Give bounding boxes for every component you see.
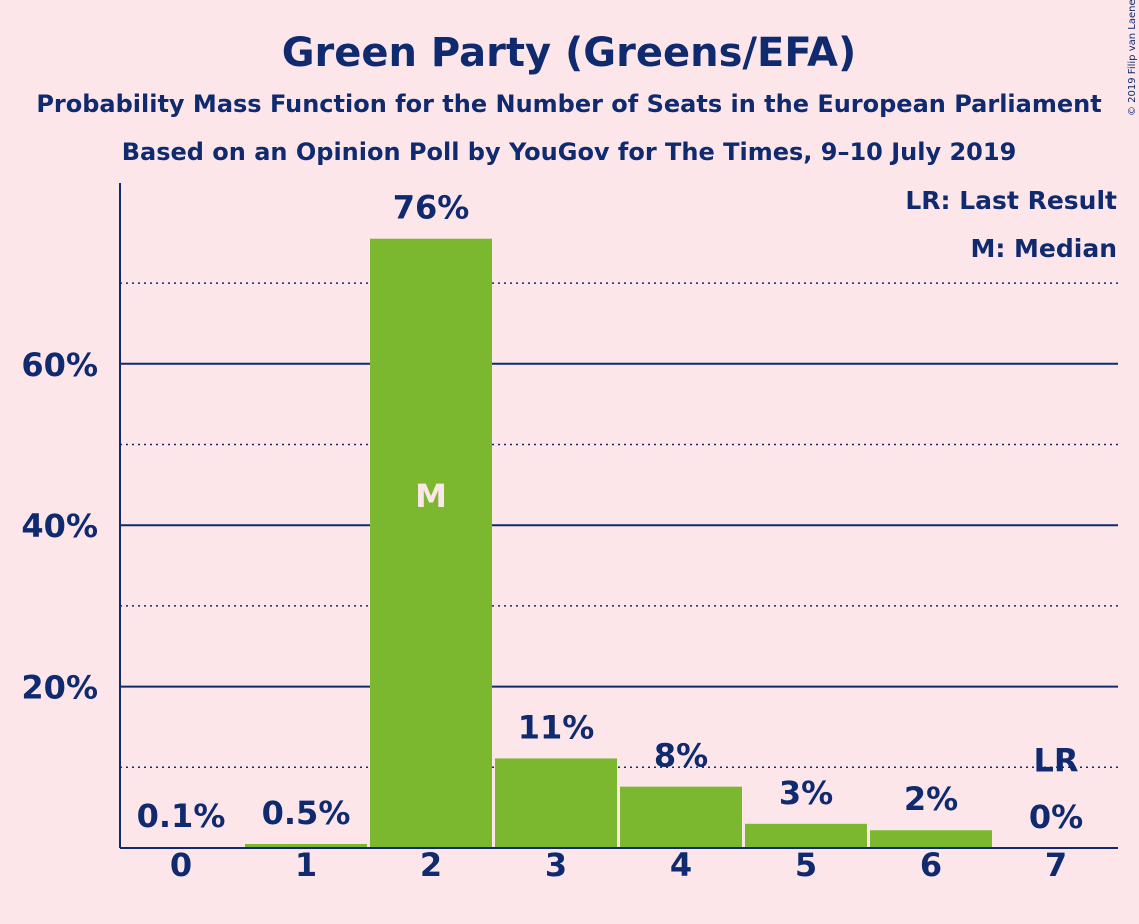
y-tick-label: 40% <box>21 507 98 545</box>
y-tick-label: 60% <box>21 346 98 384</box>
copyright-text: © 2019 Filip van Laenen <box>1127 0 1138 116</box>
x-tick-label: 6 <box>920 846 942 884</box>
x-tick-label: 3 <box>545 846 567 884</box>
data-label: 0.5% <box>262 794 351 832</box>
chart-subtitle: Probability Mass Function for the Number… <box>36 90 1101 118</box>
last-result-marker: LR <box>1033 741 1078 779</box>
bar <box>370 238 492 849</box>
chart-title: Green Party (Greens/EFA) <box>282 30 857 76</box>
y-tick-label: 20% <box>21 669 98 707</box>
bar <box>495 758 617 848</box>
data-label: 8% <box>654 737 708 775</box>
chart-subtitle-source: Based on an Opinion Poll by YouGov for T… <box>122 138 1017 166</box>
bar <box>620 786 742 848</box>
bar <box>870 830 992 848</box>
x-tick-label: 4 <box>670 846 692 884</box>
data-label: 2% <box>904 780 958 818</box>
legend-last-result: LR: Last Result <box>905 186 1117 215</box>
bar <box>245 843 367 848</box>
data-label: 0% <box>1029 798 1083 836</box>
x-tick-label: 0 <box>170 846 192 884</box>
x-tick-label: 5 <box>795 846 817 884</box>
x-tick-label: 1 <box>295 846 317 884</box>
median-marker: M <box>415 477 447 515</box>
legend-median: M: Median <box>970 234 1117 263</box>
x-tick-label: 7 <box>1045 846 1067 884</box>
bar <box>745 823 867 848</box>
x-tick-label: 2 <box>420 846 442 884</box>
data-label: 0.1% <box>137 797 226 835</box>
data-label: 11% <box>518 708 595 746</box>
plot-area: 20%40%60%0.1%00.5%176%M211%38%43%52%60%L… <box>21 183 1118 884</box>
data-label: 76% <box>393 189 470 227</box>
data-label: 3% <box>779 774 833 812</box>
